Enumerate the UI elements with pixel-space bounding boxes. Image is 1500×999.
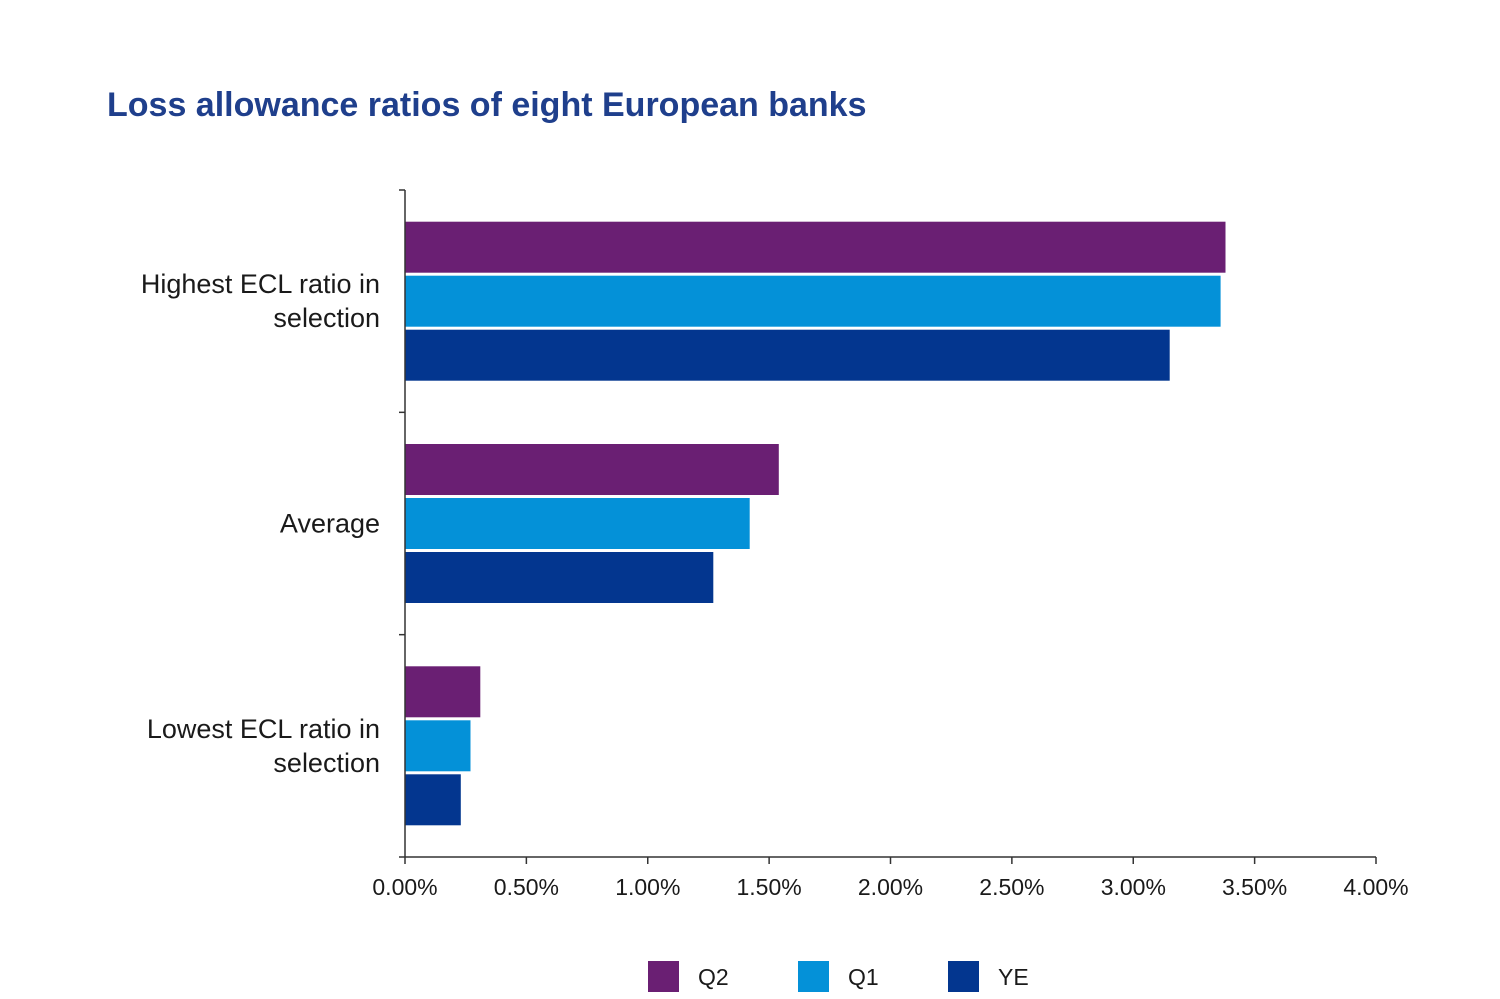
bar-ye-0 (405, 329, 1170, 381)
x-tick-label-8: 4.00% (1343, 874, 1408, 900)
bar-q1-0 (405, 275, 1221, 327)
bar-q2-0 (405, 221, 1226, 273)
legend-swatch-q1 (798, 961, 829, 992)
category-label-1-line-0: Average (280, 509, 380, 539)
legend-swatch-ye (948, 961, 979, 992)
plot-area: Highest ECL ratio in selection Average Lowe… (141, 189, 1409, 992)
x-tick-label-1: 0.50% (494, 874, 559, 900)
category-label-0-line-0: Highest ECL ratio in (141, 269, 380, 299)
x-tick-label-6: 3.00% (1101, 874, 1166, 900)
bar-q1-1 (405, 498, 750, 549)
bar-ye-1 (405, 552, 714, 603)
legend-label-q2: Q2 (698, 964, 729, 990)
bar-q2-2 (405, 666, 481, 718)
bar-q1-2 (405, 720, 471, 772)
x-tick-label-4: 2.00% (858, 874, 923, 900)
bar-q2-1 (405, 444, 779, 495)
category-label-2-line-1: selection (273, 748, 380, 778)
bar-ye-2 (405, 774, 461, 826)
x-tick-label-0: 0.00% (372, 874, 437, 900)
category-label-2-line-0: Lowest ECL ratio in (147, 714, 380, 744)
x-tick-label-7: 3.50% (1222, 874, 1287, 900)
x-tick-label-3: 1.50% (736, 874, 801, 900)
x-tick-label-2: 1.00% (615, 874, 680, 900)
chart-title: Loss allowance ratios of eight European … (107, 86, 867, 124)
legend-label-ye: YE (998, 964, 1029, 990)
x-tick-label-5: 2.50% (979, 874, 1044, 900)
legend-swatch-q2 (648, 961, 679, 992)
category-label-0-line-1: selection (273, 303, 380, 333)
legend-label-q1: Q1 (848, 964, 879, 990)
